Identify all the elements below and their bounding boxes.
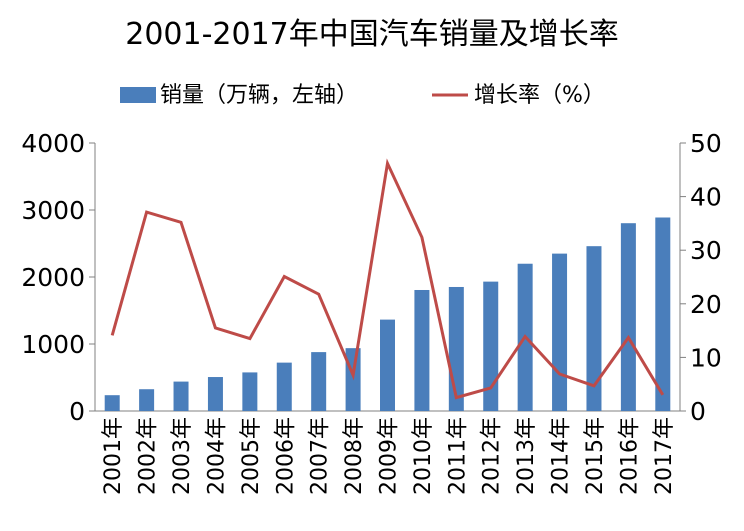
x-tick-label: 2006年 [273, 417, 298, 495]
bar [242, 372, 258, 411]
left-tick-label: 3000 [21, 196, 85, 225]
x-tick-label: 2008年 [342, 417, 367, 495]
bar [414, 289, 430, 411]
bar [380, 319, 395, 411]
x-tick-label: 2002年 [136, 417, 161, 495]
right-tick-label: 20 [690, 290, 722, 319]
left-tick-label: 0 [69, 397, 85, 426]
growth-line [110, 158, 665, 400]
line-series [110, 158, 665, 400]
right-tick-label: 50 [690, 129, 722, 158]
x-tick-label: 2010年 [411, 417, 436, 495]
x-tick-label: 2013年 [514, 417, 539, 495]
legend-swatch-sales [120, 87, 156, 103]
x-tick-label: 2007年 [308, 417, 333, 495]
bar [311, 352, 327, 411]
bar [483, 281, 499, 411]
bar [207, 377, 223, 411]
left-tick-label: 1000 [21, 330, 85, 359]
x-tick-label: 2017年 [652, 417, 677, 495]
bar [276, 362, 292, 411]
bar [552, 253, 568, 411]
x-tick-label: 2005年 [239, 417, 264, 495]
plot-area: 0 1000 2000 3000 4000 0 10 20 30 40 50 2001年 2002年… [21, 129, 721, 495]
x-tick-label: 2012年 [480, 417, 505, 495]
x-tick-label: 2015年 [583, 417, 608, 495]
bar [620, 223, 636, 411]
left-tick-label: 2000 [21, 263, 85, 292]
right-tick-label: 40 [690, 183, 722, 212]
x-tick-label: 2004年 [204, 417, 229, 495]
left-tick-label: 4000 [21, 129, 85, 158]
bar [586, 246, 602, 411]
right-axis-ticks: 0 10 20 30 40 50 [680, 129, 722, 426]
bar [655, 217, 671, 411]
left-axis-ticks: 0 1000 2000 3000 4000 [21, 129, 95, 426]
legend-label-growth: 增长率（%） [474, 83, 605, 108]
bar [345, 348, 361, 411]
legend: 销量（万辆，左轴） 增长率（%） [120, 83, 605, 108]
legend-label-sales: 销量（万辆，左轴） [160, 83, 358, 108]
x-tick-label: 2016年 [617, 417, 642, 495]
bar [104, 395, 120, 411]
right-tick-label: 10 [690, 343, 722, 372]
x-axis-ticks: 2001年 2002年 2003年 2004年 2005年 2006年 2007年 2008年… [101, 417, 677, 495]
bar [173, 381, 189, 411]
x-tick-label: 2001年 [101, 417, 126, 495]
x-tick-label: 2003年 [170, 417, 195, 495]
x-tick-label: 2009年 [377, 417, 402, 495]
x-tick-label: 2011年 [445, 417, 470, 495]
bar [139, 389, 155, 411]
right-tick-label: 30 [690, 236, 722, 265]
chart-title: 2001-2017年中国汽车销量及增长率 [125, 17, 619, 52]
right-tick-label: 0 [690, 397, 706, 426]
x-tick-label: 2014年 [549, 417, 574, 495]
